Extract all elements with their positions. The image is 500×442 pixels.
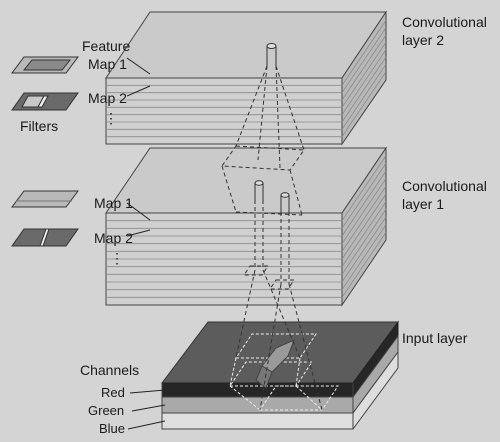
layer-slice-side-line [341,163,387,229]
pointer-map1-mid [126,202,151,221]
legend-top-icons [11,56,151,111]
conv-layer-2-top [105,11,387,79]
layer-slice-side-line [341,42,387,108]
layer-slice-side-line [341,224,387,290]
conv1-map-2-icon [11,228,79,247]
channel-blue-label: Blue [99,421,126,436]
conv-layer-1-block [105,146,387,307]
layer-slice-side-line [341,201,387,267]
conv-layer-2-block [105,10,387,146]
channel-red-label: Red [101,385,125,400]
conv-layer-2-front [105,77,343,145]
layer-slice-side-line [341,232,387,298]
conv-layer-1-label-line1: Convolutional [402,178,487,194]
input-layer-label: Input layer [402,330,468,346]
layer-slice-side-line [341,186,387,252]
conv-layer-1-neuron-a [254,180,264,200]
feature-map-1-icon [11,56,79,74]
feature-map-1-label: Map 1 [88,56,127,72]
input-layer-block [160,320,399,430]
conv-layer-1-top [105,147,387,214]
connections-input-to-conv1 [235,200,323,411]
layer-slice-side-line [341,20,387,86]
layer-slice-side-line [341,178,387,244]
pointer-red [129,389,166,394]
layer-slice-side-line [341,170,387,237]
conv-layer-1-slices [106,155,387,298]
channels-title: Channels [80,362,140,378]
pointer-map1-top [126,57,151,75]
conv-layer-1-neuron-b [280,192,290,212]
pointer-blue [127,420,166,430]
conv1-map-2-label: Map 2 [94,230,133,246]
conv-layer-2-neuron [266,43,277,66]
layer-slice-side-line [341,216,387,283]
conv-layer-2-label-line2: layer 2 [402,32,445,48]
conv1-map-1-label: Map 1 [94,195,133,211]
legend-mid-icons [11,190,151,247]
conv-layer-2-label-line1: Convolutional [402,14,487,30]
layer-slice-side-line [341,71,387,137]
pointer-green [131,404,166,412]
layer-slice-side-line [341,209,387,275]
channel-green-label: Green [88,403,125,418]
channel-pointers [127,389,166,430]
layer-slice-side-line [341,49,387,115]
filters-label: Filters [20,118,59,134]
input-arrow [255,339,295,389]
connections-conv1-to-conv2 [221,65,305,216]
layer-slice-side-line [341,27,387,93]
feature-map-2-label: Map 2 [88,90,127,106]
layer-slice-side-line [341,155,387,221]
conv-layer-1-label-line2: layer 1 [402,196,445,212]
pointer-map2-mid [126,229,151,237]
layer-slice-side-line [341,64,387,130]
layer-slice-side-line [341,193,387,260]
feature-map-2-icon [11,92,79,111]
conv1-maps-ellipsis: ⋮ [110,250,124,266]
feature-label: Feature [82,38,131,54]
layer-slice-side-line [341,34,387,101]
conv1-map-1-icon [11,190,79,208]
conv-layer-2-slices [106,20,387,138]
layer-slice-side-line [341,56,387,123]
pointer-map2-top [126,85,151,97]
feature-maps-ellipsis: ⋮ [104,110,118,126]
